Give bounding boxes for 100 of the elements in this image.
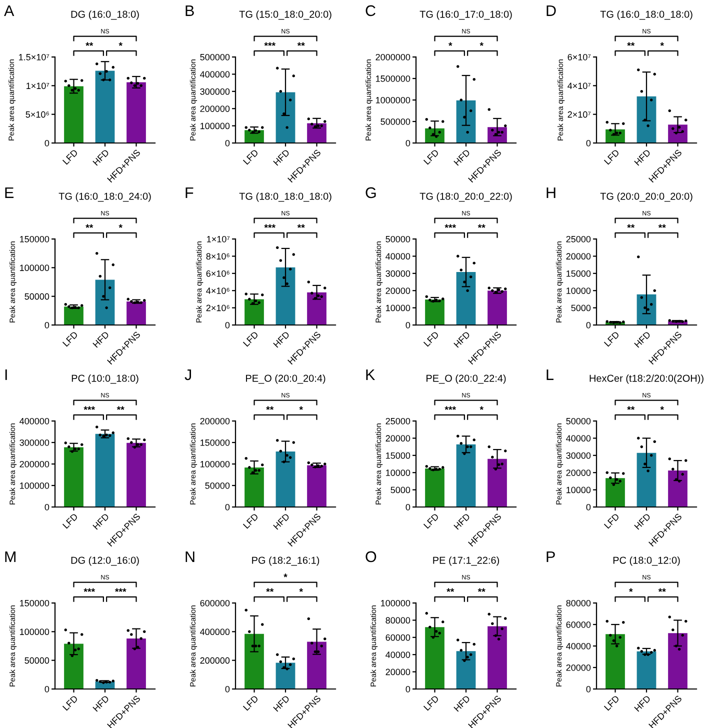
x-tick-label: LFD: [604, 695, 620, 711]
y-tick-label: 400000: [200, 71, 230, 78]
chart-title: PC (18:0_12:0): [613, 556, 680, 566]
y-tick-label: 10000: [566, 486, 591, 494]
chart-title: DG (12:0_16:0): [71, 556, 139, 566]
x-tick-label: LFD: [242, 513, 259, 529]
y-tick-label: 500000: [200, 54, 230, 60]
y-tick-label: 0: [586, 322, 591, 328]
y-tick-label: 0: [406, 140, 410, 146]
y-tick-label: 80000: [566, 600, 591, 606]
chart-title: TG (20:0_20:0_20:0): [600, 192, 692, 202]
y-tick-label: 100000: [200, 122, 230, 130]
text: ***: [114, 588, 126, 592]
text: ***: [264, 42, 276, 46]
y-tick-label: 0: [586, 686, 591, 692]
x-tick-label: LFD: [423, 331, 440, 347]
text: **: [446, 588, 454, 592]
text: *: [448, 42, 452, 46]
y-tick-label: 80000: [386, 617, 410, 624]
y-tick-label: 0: [225, 140, 230, 146]
y-tick-label: 0: [225, 686, 230, 692]
y-tick-label: 15000: [386, 452, 410, 459]
chart-title: TG (18:0_18:0_18:0): [239, 192, 332, 202]
text: **: [86, 42, 94, 46]
y-tick-label: 20000: [566, 664, 591, 671]
y-tick-label: 6×10⁶: [206, 270, 230, 277]
y-tick-label: 0: [44, 504, 50, 510]
y-tick-label: 50000: [24, 657, 50, 664]
text: C: [366, 5, 376, 16]
text: B: [186, 5, 194, 16]
y-tick-label: 1×10⁷: [26, 82, 50, 90]
y-tick-label: 40000: [566, 642, 591, 650]
chart-title: TG (16:0_18:0_18:0): [600, 10, 692, 20]
y-tick-label: 50000: [205, 482, 230, 489]
text: *: [299, 588, 304, 592]
y-tick-label: 60000: [386, 634, 410, 641]
chart-title: TG (16:0_18:0_24:0): [58, 192, 151, 202]
y-tick-label: 20000: [386, 288, 410, 294]
y-tick-label: 4×10⁶: [206, 288, 230, 294]
text: M: [5, 551, 16, 562]
y-tick-label: 1500000: [376, 75, 410, 82]
text: N: [186, 551, 194, 562]
chart-title: HexCer (t18:2/20:0(2OH)): [590, 374, 704, 384]
y-tick-label: 0: [586, 140, 591, 146]
x-tick-label: LFD: [242, 331, 259, 347]
text: ***: [444, 224, 456, 228]
chart-title: PE_O (20:0_22:4): [426, 374, 506, 384]
text: ***: [84, 588, 96, 592]
y-tick-label: 20000: [386, 668, 410, 676]
y-tick-label: 600000: [200, 600, 230, 606]
y-tick-label: 60000: [566, 621, 591, 628]
y-tick-label: 150000: [20, 236, 50, 242]
y-tick-label: 0: [225, 504, 230, 510]
y-tick-label: 200000: [200, 657, 230, 664]
y-tick-label: 0: [225, 322, 230, 328]
y-tick-label: 40000: [386, 652, 410, 658]
x-tick-label: LFD: [423, 695, 440, 711]
y-tick-label: 10000: [386, 304, 410, 312]
y-tick-label: 40000: [386, 253, 410, 260]
text: H: [546, 187, 556, 198]
y-tick-label: 200000: [20, 460, 50, 468]
y-tick-label: 300000: [200, 88, 230, 95]
chart-title: PE (17:1_22:6): [433, 556, 500, 566]
chart-title: PG (18:2_16:1): [252, 556, 320, 566]
text: K: [366, 369, 376, 380]
y-tick-label: 100000: [20, 482, 50, 489]
chart-title: PC (10:0_18:0): [72, 374, 138, 384]
y-tick-label: 5000: [390, 486, 410, 494]
y-tick-label: 300000: [20, 439, 50, 446]
y-tick-label: 100000: [200, 460, 230, 468]
x-tick-label: LFD: [423, 149, 440, 165]
text: *: [480, 406, 484, 410]
text: *: [480, 42, 484, 46]
y-tick-label: 20000: [566, 253, 591, 260]
text: D: [546, 5, 556, 16]
x-tick-label: LFD: [423, 513, 440, 529]
text: **: [658, 588, 666, 592]
y-tick-label: 400000: [20, 418, 50, 424]
x-tick-label: LFD: [62, 149, 78, 165]
text: **: [478, 224, 486, 228]
text: I: [5, 369, 7, 380]
x-tick-label: LFD: [604, 513, 620, 529]
y-tick-label: 200000: [200, 418, 230, 424]
text: **: [627, 42, 635, 46]
text: ***: [264, 224, 276, 228]
y-tick-label: 50000: [386, 236, 410, 242]
text: **: [297, 42, 305, 46]
text: **: [658, 224, 666, 228]
y-tick-label: 5×10⁶: [26, 111, 49, 118]
y-tick-label: 6×10⁷: [568, 54, 591, 60]
text: ***: [84, 406, 96, 410]
text: **: [297, 224, 305, 228]
y-tick-label: 1000000: [376, 96, 410, 104]
chart-title: TG (18:0_20:0_22:0): [420, 192, 512, 202]
x-tick-label: LFD: [242, 149, 259, 165]
text: *: [118, 42, 123, 46]
x-tick-label: LFD: [62, 695, 78, 711]
y-tick-label: 10000: [386, 470, 410, 476]
y-tick-label: 1×10⁷: [207, 236, 230, 242]
y-tick-label: 200000: [200, 106, 230, 112]
